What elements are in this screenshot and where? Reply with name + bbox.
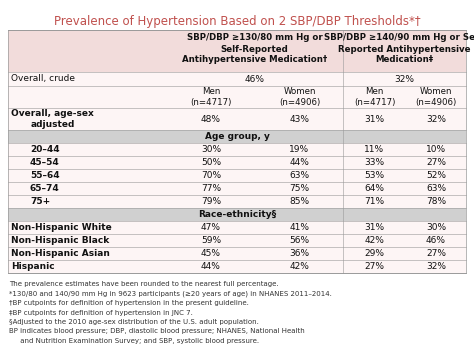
Text: 46%: 46% <box>245 75 264 83</box>
Text: Women
(n=4906): Women (n=4906) <box>279 87 320 107</box>
Text: Medication‡: Medication‡ <box>375 55 434 65</box>
Text: 77%: 77% <box>201 184 221 193</box>
Text: 85%: 85% <box>290 197 310 206</box>
Text: 55–64: 55–64 <box>30 171 60 180</box>
Text: 27%: 27% <box>426 158 446 167</box>
Text: Hispanic: Hispanic <box>11 262 55 271</box>
Text: 27%: 27% <box>426 249 446 258</box>
Text: 33%: 33% <box>365 158 384 167</box>
Text: 71%: 71% <box>365 197 384 206</box>
Text: 63%: 63% <box>290 171 310 180</box>
Text: 20–44: 20–44 <box>30 145 60 154</box>
Text: Men
(n=4717): Men (n=4717) <box>191 87 232 107</box>
Text: Women
(n=4906): Women (n=4906) <box>415 87 456 107</box>
Text: 65–74: 65–74 <box>30 184 60 193</box>
Text: 48%: 48% <box>201 115 221 124</box>
Text: Self-Reported: Self-Reported <box>220 44 288 54</box>
Text: 56%: 56% <box>290 236 310 245</box>
Text: 75+: 75+ <box>30 197 50 206</box>
Bar <box>8 30 466 72</box>
Text: 32%: 32% <box>394 75 414 83</box>
Text: Overall, crude: Overall, crude <box>11 75 75 83</box>
Text: 42%: 42% <box>290 262 310 271</box>
Text: 31%: 31% <box>365 223 384 232</box>
Bar <box>8 130 466 143</box>
Text: §Adjusted to the 2010 age-sex distribution of the U.S. adult population.: §Adjusted to the 2010 age-sex distributi… <box>9 319 259 325</box>
Text: BP indicates blood pressure; DBP, diastolic blood pressure; NHANES, National Hea: BP indicates blood pressure; DBP, diasto… <box>9 328 305 334</box>
Text: Age group, y: Age group, y <box>205 132 269 141</box>
Text: 42%: 42% <box>365 236 384 245</box>
Text: 29%: 29% <box>365 249 384 258</box>
Text: ‡BP cutpoints for definition of hypertension in JNC 7.: ‡BP cutpoints for definition of hyperten… <box>9 310 193 316</box>
Text: 53%: 53% <box>365 171 384 180</box>
Text: *130/80 and 140/90 mm Hg in 9623 participants (≥20 years of age) in NHANES 2011–: *130/80 and 140/90 mm Hg in 9623 partici… <box>9 290 332 297</box>
Text: Non-Hispanic Black: Non-Hispanic Black <box>11 236 109 245</box>
Text: 78%: 78% <box>426 197 446 206</box>
Text: 75%: 75% <box>290 184 310 193</box>
Text: Race-ethnicity§: Race-ethnicity§ <box>198 210 276 219</box>
Bar <box>8 30 466 273</box>
Text: 32%: 32% <box>426 262 446 271</box>
Text: 41%: 41% <box>290 223 310 232</box>
Text: The prevalence estimates have been rounded to the nearest full percentage.: The prevalence estimates have been round… <box>9 281 279 287</box>
Text: SBP/DBP ≥130/80 mm Hg or: SBP/DBP ≥130/80 mm Hg or <box>187 33 322 43</box>
Text: Non-Hispanic White: Non-Hispanic White <box>11 223 112 232</box>
Text: 27%: 27% <box>365 262 384 271</box>
Text: 59%: 59% <box>201 236 221 245</box>
Text: 11%: 11% <box>365 145 384 154</box>
Bar <box>8 208 466 221</box>
Text: 36%: 36% <box>290 249 310 258</box>
Text: 46%: 46% <box>426 236 446 245</box>
Text: 44%: 44% <box>201 262 221 271</box>
Text: Men
(n=4717): Men (n=4717) <box>354 87 395 107</box>
Text: 50%: 50% <box>201 158 221 167</box>
Text: 10%: 10% <box>426 145 446 154</box>
Text: 44%: 44% <box>290 158 310 167</box>
Text: Prevalence of Hypertension Based on 2 SBP/DBP Thresholds*†: Prevalence of Hypertension Based on 2 SB… <box>54 16 420 28</box>
Text: 43%: 43% <box>290 115 310 124</box>
Text: 79%: 79% <box>201 197 221 206</box>
Text: 31%: 31% <box>365 115 384 124</box>
Text: 19%: 19% <box>290 145 310 154</box>
Text: 32%: 32% <box>426 115 446 124</box>
Text: Antihypertensive Medication†: Antihypertensive Medication† <box>182 55 327 65</box>
Text: and Nutrition Examination Survey; and SBP, systolic blood pressure.: and Nutrition Examination Survey; and SB… <box>9 338 259 344</box>
Text: Non-Hispanic Asian: Non-Hispanic Asian <box>11 249 110 258</box>
Text: 45%: 45% <box>201 249 221 258</box>
Text: Reported Antihypertensive: Reported Antihypertensive <box>338 44 471 54</box>
Text: 63%: 63% <box>426 184 446 193</box>
Text: 45–54: 45–54 <box>30 158 60 167</box>
Text: 30%: 30% <box>201 145 221 154</box>
Text: 64%: 64% <box>365 184 384 193</box>
Text: SBP/DBP ≥140/90 mm Hg or Self-: SBP/DBP ≥140/90 mm Hg or Self- <box>324 33 474 43</box>
Text: †BP cutpoints for definition of hypertension in the present guideline.: †BP cutpoints for definition of hyperten… <box>9 300 249 306</box>
Text: 52%: 52% <box>426 171 446 180</box>
Text: 30%: 30% <box>426 223 446 232</box>
Text: Overall, age-sex
adjusted: Overall, age-sex adjusted <box>11 109 94 129</box>
Text: 70%: 70% <box>201 171 221 180</box>
Text: 47%: 47% <box>201 223 221 232</box>
